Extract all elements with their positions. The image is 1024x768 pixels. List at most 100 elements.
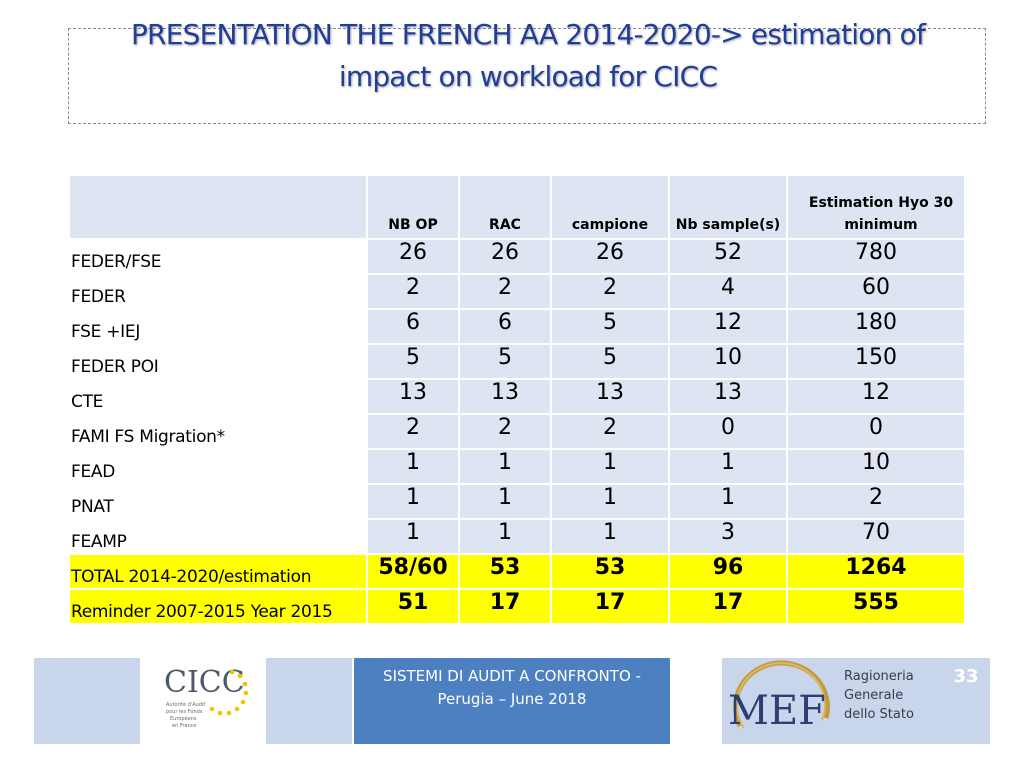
table-row: FEAD 1 1 1 1 10 <box>68 448 966 485</box>
row-label: PNAT <box>68 483 368 520</box>
table-cell: 12 <box>786 378 966 415</box>
table-cell: 555 <box>786 588 966 625</box>
table-cell: 5 <box>366 343 460 380</box>
table-row: FSE +IEJ 6 6 5 12 180 <box>68 308 966 345</box>
row-label: FEAMP <box>68 518 368 555</box>
column-header: NB OP <box>366 174 460 240</box>
table-cell: 4 <box>668 273 788 310</box>
title-line-1: PRESENTATION THE FRENCH AA 2014-2020-> e… <box>130 18 926 51</box>
footer-segment <box>266 658 352 744</box>
table-cell: 10 <box>786 448 966 485</box>
table-cell: 1 <box>550 518 670 555</box>
table-cell: 1 <box>668 448 788 485</box>
table-cell: 17 <box>458 588 552 625</box>
table-cell: 60 <box>786 273 966 310</box>
row-label: FEDER POI <box>68 343 368 380</box>
footer-segment <box>722 658 990 744</box>
footer-segment <box>34 658 140 744</box>
table-cell: 180 <box>786 308 966 345</box>
table-cell: 13 <box>366 378 460 415</box>
footer-event-line-2: Perugia – June 2018 <box>437 690 587 708</box>
table-cell: 5 <box>458 343 552 380</box>
table-cell: 2 <box>366 413 460 450</box>
table-cell: 150 <box>786 343 966 380</box>
mef-org-line: dello Stato <box>844 707 914 722</box>
table-cell: 5 <box>550 343 670 380</box>
table-cell: 53 <box>458 553 552 590</box>
table-cell: 1 <box>366 518 460 555</box>
table-cell: 26 <box>458 238 552 275</box>
table-cell: 1 <box>366 448 460 485</box>
table-cell: 1 <box>458 518 552 555</box>
table-cell: 1 <box>458 483 552 520</box>
table-cell: 1 <box>458 448 552 485</box>
row-label: Reminder 2007-2015 Year 2015 <box>68 588 368 625</box>
row-label: TOTAL 2014-2020/estimation <box>68 553 368 590</box>
table-cell: 2 <box>786 483 966 520</box>
table-cell: 52 <box>668 238 788 275</box>
table-cell: 5 <box>550 308 670 345</box>
table-cell: 26 <box>366 238 460 275</box>
column-header: Estimation Hyo 30 minimum <box>786 174 966 240</box>
workload-table: NB OP RAC campione Nb sample(s) Estimati… <box>68 174 966 625</box>
table-cell: 26 <box>550 238 670 275</box>
cicc-subtitle-line: en France <box>172 723 196 729</box>
table-cell: 51 <box>366 588 460 625</box>
table-cell: 1 <box>550 448 670 485</box>
title-frame <box>68 28 986 124</box>
table-cell: 780 <box>786 238 966 275</box>
column-header: Nb sample(s) <box>668 174 788 240</box>
table-cell: 0 <box>668 413 788 450</box>
row-label: FAMI FS Migration* <box>68 413 368 450</box>
page-number: 33 <box>953 666 979 687</box>
table-cell: 2 <box>458 413 552 450</box>
column-header: RAC <box>458 174 552 240</box>
table-cell: 1 <box>550 483 670 520</box>
row-label: FEDER <box>68 273 368 310</box>
footer-event-line-1: SISTEMI DI AUDIT A CONFRONTO - <box>383 667 641 685</box>
row-label: FEDER/FSE <box>68 238 368 275</box>
table-cell: 58/60 <box>366 553 460 590</box>
table-header-row: NB OP RAC campione Nb sample(s) Estimati… <box>68 174 966 240</box>
table-cell: 3 <box>668 518 788 555</box>
table-cell: 6 <box>458 308 552 345</box>
cicc-subtitle-line: Européens <box>170 715 197 722</box>
table-row: FEAMP 1 1 1 3 70 <box>68 518 966 555</box>
table-cell: 96 <box>668 553 788 590</box>
column-header <box>68 174 368 240</box>
table-cell: 17 <box>550 588 670 625</box>
mef-org-line: Ragioneria <box>844 669 914 684</box>
table-cell: 6 <box>366 308 460 345</box>
footer-band <box>34 658 990 744</box>
cicc-subtitle-line: pour les Fonds <box>166 709 203 715</box>
page-title: PRESENTATION THE FRENCH AA 2014-2020-> e… <box>70 14 986 98</box>
row-label: FSE +IEJ <box>68 308 368 345</box>
table-row: CTE 13 13 13 13 12 <box>68 378 966 415</box>
table-row-reminder: Reminder 2007-2015 Year 2015 51 17 17 17… <box>68 588 966 625</box>
table-cell: 0 <box>786 413 966 450</box>
table-cell: 1 <box>366 483 460 520</box>
table-row: FAMI FS Migration* 2 2 2 0 0 <box>68 413 966 450</box>
column-header: campione <box>550 174 670 240</box>
cicc-logo: CICC Autorité d'Audit pour les Fonds Eur… <box>164 665 249 729</box>
table-row: FEDER POI 5 5 5 10 150 <box>68 343 966 380</box>
table-cell: 12 <box>668 308 788 345</box>
table-cell: 1 <box>668 483 788 520</box>
table-cell: 13 <box>668 378 788 415</box>
table-cell: 53 <box>550 553 670 590</box>
table-cell: 13 <box>550 378 670 415</box>
table-cell: 2 <box>458 273 552 310</box>
mef-org-line: Generale <box>844 688 903 703</box>
footer-event-box: SISTEMI DI AUDIT A CONFRONTO - Perugia –… <box>354 658 670 744</box>
table-cell: 2 <box>366 273 460 310</box>
footer-gap <box>670 658 722 744</box>
table-cell: 1264 <box>786 553 966 590</box>
mef-logo: MEF Ragioneria Generale dello Stato <box>728 660 914 734</box>
table-row-total: TOTAL 2014-2020/estimation 58/60 53 53 9… <box>68 553 966 590</box>
title-line-2: impact on workload for CICC <box>338 60 718 93</box>
row-label: CTE <box>68 378 368 415</box>
row-label: FEAD <box>68 448 368 485</box>
table-row: PNAT 1 1 1 1 2 <box>68 483 966 520</box>
table-cell: 17 <box>668 588 788 625</box>
table-cell: 70 <box>786 518 966 555</box>
